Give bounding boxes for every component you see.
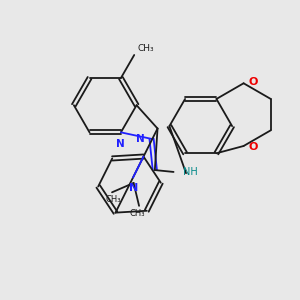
Text: N: N xyxy=(129,183,138,193)
Text: O: O xyxy=(249,77,258,87)
Text: N: N xyxy=(116,139,125,149)
Text: CH₃: CH₃ xyxy=(137,44,154,53)
Text: CH₃: CH₃ xyxy=(130,209,145,218)
Text: CH₃: CH₃ xyxy=(106,195,121,204)
Text: NH: NH xyxy=(183,167,197,177)
Text: N: N xyxy=(136,134,145,144)
Text: O: O xyxy=(249,142,258,152)
